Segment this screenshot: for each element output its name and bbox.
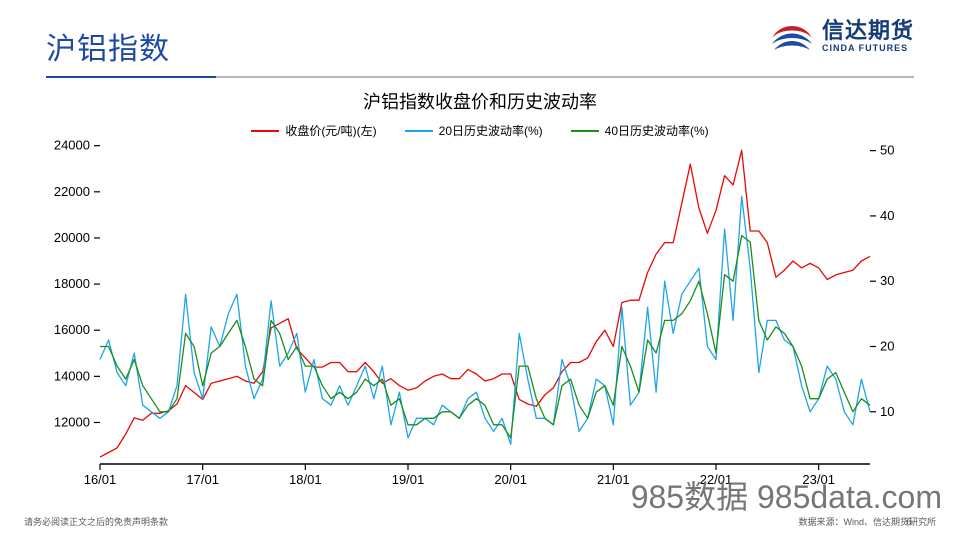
page-number: 6 <box>906 517 912 528</box>
underline-accent <box>46 76 216 78</box>
logo-text: 信达期货 CINDA FUTURES <box>822 19 914 52</box>
footer-left: 请务必阅读正文之后的免责声明条款 <box>24 515 168 528</box>
title-underline <box>46 76 914 78</box>
yl-tick-label: 24000 <box>54 138 90 153</box>
legend-line-vol40 <box>571 130 599 132</box>
brand-logo: 信达期货 CINDA FUTURES <box>770 18 914 54</box>
legend-label-vol20: 20日历史波动率(%) <box>439 122 543 139</box>
legend-item-vol40: 40日历史波动率(%) <box>571 122 709 139</box>
yr-tick-label: 20 <box>880 338 894 353</box>
legend-line-close <box>251 130 279 132</box>
plot-svg: 16/01 17/01 18/01 19/01 20/01 21/01 22/01 23/01… <box>50 88 910 488</box>
x-tick-label: 22/01 <box>700 472 733 487</box>
x-tick-label: 21/01 <box>597 472 630 487</box>
yl-tick-label: 12000 <box>54 414 90 429</box>
footer-right: 数据来源：Wind、信达期货研究所 <box>798 515 936 528</box>
series-vol20 <box>100 196 870 444</box>
yl-tick-label: 16000 <box>54 322 90 337</box>
x-tick-label: 23/01 <box>802 472 835 487</box>
yr-tick-label: 10 <box>880 404 894 419</box>
yr-tick-label: 40 <box>880 208 894 223</box>
yr-tick-label: 30 <box>880 273 894 288</box>
yl-tick-label: 18000 <box>54 276 90 291</box>
logo-swoosh-icon <box>770 18 814 54</box>
chart-area: 沪铝指数收盘价和历史波动率 收盘价(元/吨)(左) 20日历史波动率(%) 40… <box>50 88 910 488</box>
yr-tick-label: 50 <box>880 143 894 158</box>
x-tick-label: 17/01 <box>186 472 219 487</box>
yl-tick-label: 14000 <box>54 368 90 383</box>
legend-label-close: 收盘价(元/吨)(左) <box>285 122 376 139</box>
series-close <box>100 150 870 457</box>
yl-tick-label: 22000 <box>54 184 90 199</box>
logo-text-cn: 信达期货 <box>822 19 914 42</box>
header: 沪铝指数 信达期货 CINDA FUTURES <box>46 24 914 72</box>
underline-rest <box>216 76 914 78</box>
legend-label-vol40: 40日历史波动率(%) <box>605 122 709 139</box>
yl-tick-label: 20000 <box>54 230 90 245</box>
legend-line-vol20 <box>405 130 433 132</box>
logo-text-en: CINDA FUTURES <box>822 43 914 53</box>
x-tick-label: 16/01 <box>84 472 117 487</box>
legend-item-close: 收盘价(元/吨)(左) <box>251 122 376 139</box>
legend-item-vol20: 20日历史波动率(%) <box>405 122 543 139</box>
x-tick-label: 18/01 <box>289 472 322 487</box>
x-tick-label: 19/01 <box>392 472 425 487</box>
x-tick-label: 20/01 <box>494 472 527 487</box>
chart-legend: 收盘价(元/吨)(左) 20日历史波动率(%) 40日历史波动率(%) <box>50 122 910 139</box>
swoosh-blue-2 <box>774 41 810 50</box>
